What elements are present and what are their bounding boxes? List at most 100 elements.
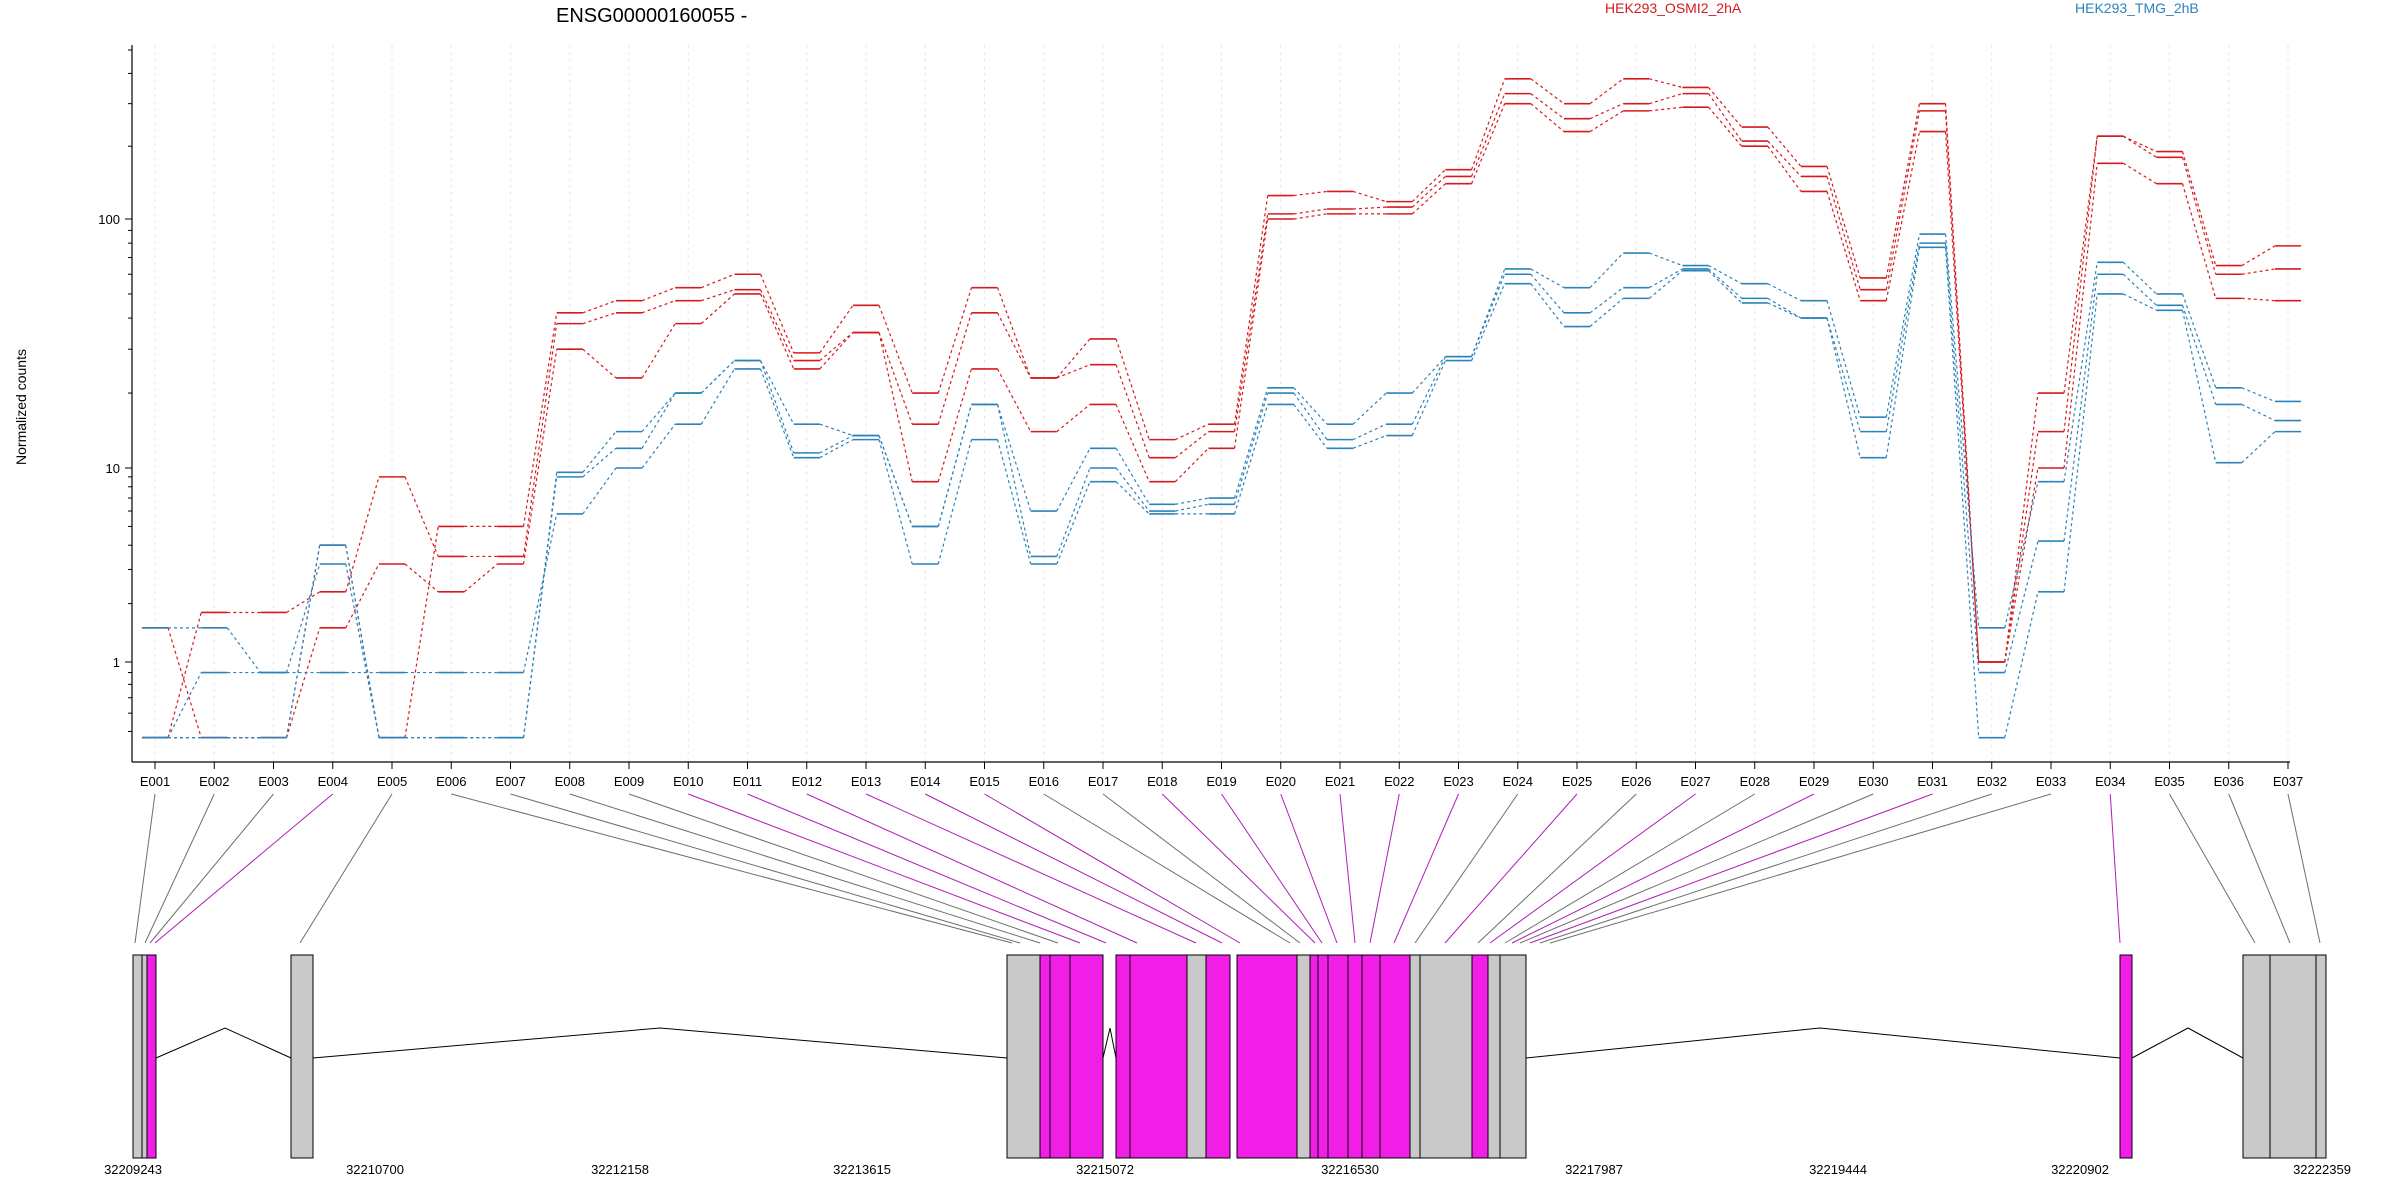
- exon-block: [1069, 954, 1104, 1159]
- genomic-axis: 32209243 32210700 32212158 32213615 32215072…: [104, 1162, 2351, 1177]
- series-connector: [582, 467, 617, 515]
- series-connector: [1411, 356, 1446, 394]
- series-connector: [2241, 403, 2276, 422]
- x-tick-label: E013: [851, 774, 881, 789]
- y-axis: 1 10 100: [98, 45, 133, 762]
- x-tick-label: E019: [1206, 774, 1236, 789]
- series-connector: [1293, 404, 1328, 449]
- series-connector: [2123, 293, 2157, 311]
- series-connector: [404, 476, 439, 557]
- series-connector: [1530, 103, 1565, 132]
- exon-connector: [628, 793, 1059, 944]
- exon-connector: [1393, 793, 1459, 944]
- series-connector: [1352, 392, 1387, 425]
- series-connector: [582, 431, 617, 473]
- x-tick-label: E037: [2273, 774, 2303, 789]
- series-connector: [582, 312, 617, 325]
- series-connector: [1944, 247, 1980, 738]
- x-tick-label: E025: [1562, 774, 1592, 789]
- series-connector: [522, 472, 558, 738]
- series-connector: [1293, 190, 1328, 197]
- exon-block: [2315, 954, 2327, 1159]
- series-connector: [759, 293, 795, 370]
- exon-connector: [1043, 793, 1291, 944]
- x-tick-label: E010: [673, 774, 703, 789]
- series-connector: [819, 439, 854, 459]
- exon-connector: [1549, 793, 2052, 944]
- series-connector: [1352, 190, 1387, 203]
- series-connector: [1115, 364, 1150, 458]
- exon-connector: [1477, 793, 1637, 944]
- series-connector: [2004, 481, 2039, 628]
- series-connector: [701, 273, 735, 289]
- series-connector: [641, 392, 676, 449]
- series-connector: [2241, 431, 2276, 464]
- series-connector: [819, 332, 854, 362]
- series-connector: [1944, 131, 1980, 663]
- series-connector: [1589, 110, 1624, 133]
- intron-line: [2131, 1027, 2244, 1059]
- x-axis: E001 E002 E003 E004 E005 E006 E007 E008 E009 E010…: [132, 761, 2303, 789]
- exon-block: [1471, 954, 1489, 1159]
- series-connector: [1767, 297, 1802, 319]
- series-connector: [1826, 317, 1861, 432]
- x-tick-label: E031: [1917, 774, 1947, 789]
- exon-block: [2119, 954, 2133, 1159]
- series-connector: [1767, 140, 1802, 177]
- series-connector: [1826, 166, 1861, 279]
- exon-block: [290, 954, 314, 1159]
- x-tick-label: E011: [733, 774, 762, 789]
- series-connector: [522, 513, 558, 673]
- series-connector: [997, 312, 1032, 379]
- series-connector: [1885, 103, 1921, 279]
- series-connector: [1174, 447, 1209, 483]
- x-tick-label: E001: [140, 774, 170, 789]
- series-connector: [1530, 93, 1565, 120]
- exon-connector: [747, 793, 1107, 944]
- exon-block: [1115, 954, 1131, 1159]
- x-tick-label: E023: [1443, 774, 1473, 789]
- genomic-tick-label: 32212158: [591, 1162, 649, 1177]
- genomic-tick-label: 32219444: [1809, 1162, 1867, 1177]
- series-connector: [463, 563, 498, 593]
- series-connector: [522, 349, 558, 565]
- exon-connector: [299, 793, 393, 944]
- series-connector: [285, 545, 321, 738]
- y-tick-label: 1: [113, 655, 120, 670]
- intron-line: [312, 1027, 1008, 1059]
- series-connector: [2004, 392, 2039, 663]
- series-connector: [819, 332, 854, 370]
- series-connector: [1589, 287, 1624, 314]
- series-connector: [522, 323, 558, 557]
- series-connector: [1885, 110, 1921, 290]
- series-connector: [1885, 247, 1921, 458]
- series-connector: [1885, 233, 1921, 418]
- series-connector: [1648, 268, 1683, 289]
- series-connector: [1470, 93, 1506, 177]
- series-connector: [2123, 135, 2157, 153]
- series-connector: [1411, 169, 1446, 203]
- series-connector: [1708, 87, 1743, 128]
- exon-connector: [1444, 793, 1578, 944]
- series-connector: [1649, 106, 1683, 112]
- exon-connector: [569, 793, 1041, 944]
- series-connector: [1826, 191, 1861, 301]
- series-connector: [1708, 268, 1743, 299]
- series-connector: [582, 300, 617, 314]
- series-connector: [1648, 270, 1683, 299]
- series-connector: [1233, 404, 1269, 515]
- genomic-tick-label: 32222359: [2293, 1162, 2351, 1177]
- exon-connector: [688, 793, 1081, 944]
- exon-block: [1379, 954, 1411, 1159]
- exon-connector: [510, 793, 1021, 944]
- x-tick-label: E008: [555, 774, 585, 789]
- series-connector: [285, 627, 321, 738]
- series-connector: [1470, 283, 1506, 361]
- series-connector: [1056, 481, 1091, 565]
- series-connector: [641, 287, 676, 302]
- series-connector: [1233, 392, 1269, 505]
- exon-connector: [1529, 793, 1933, 944]
- series-connector: [878, 305, 913, 394]
- x-tick-label: E020: [1266, 774, 1296, 789]
- x-tick-label: E028: [1740, 774, 1770, 789]
